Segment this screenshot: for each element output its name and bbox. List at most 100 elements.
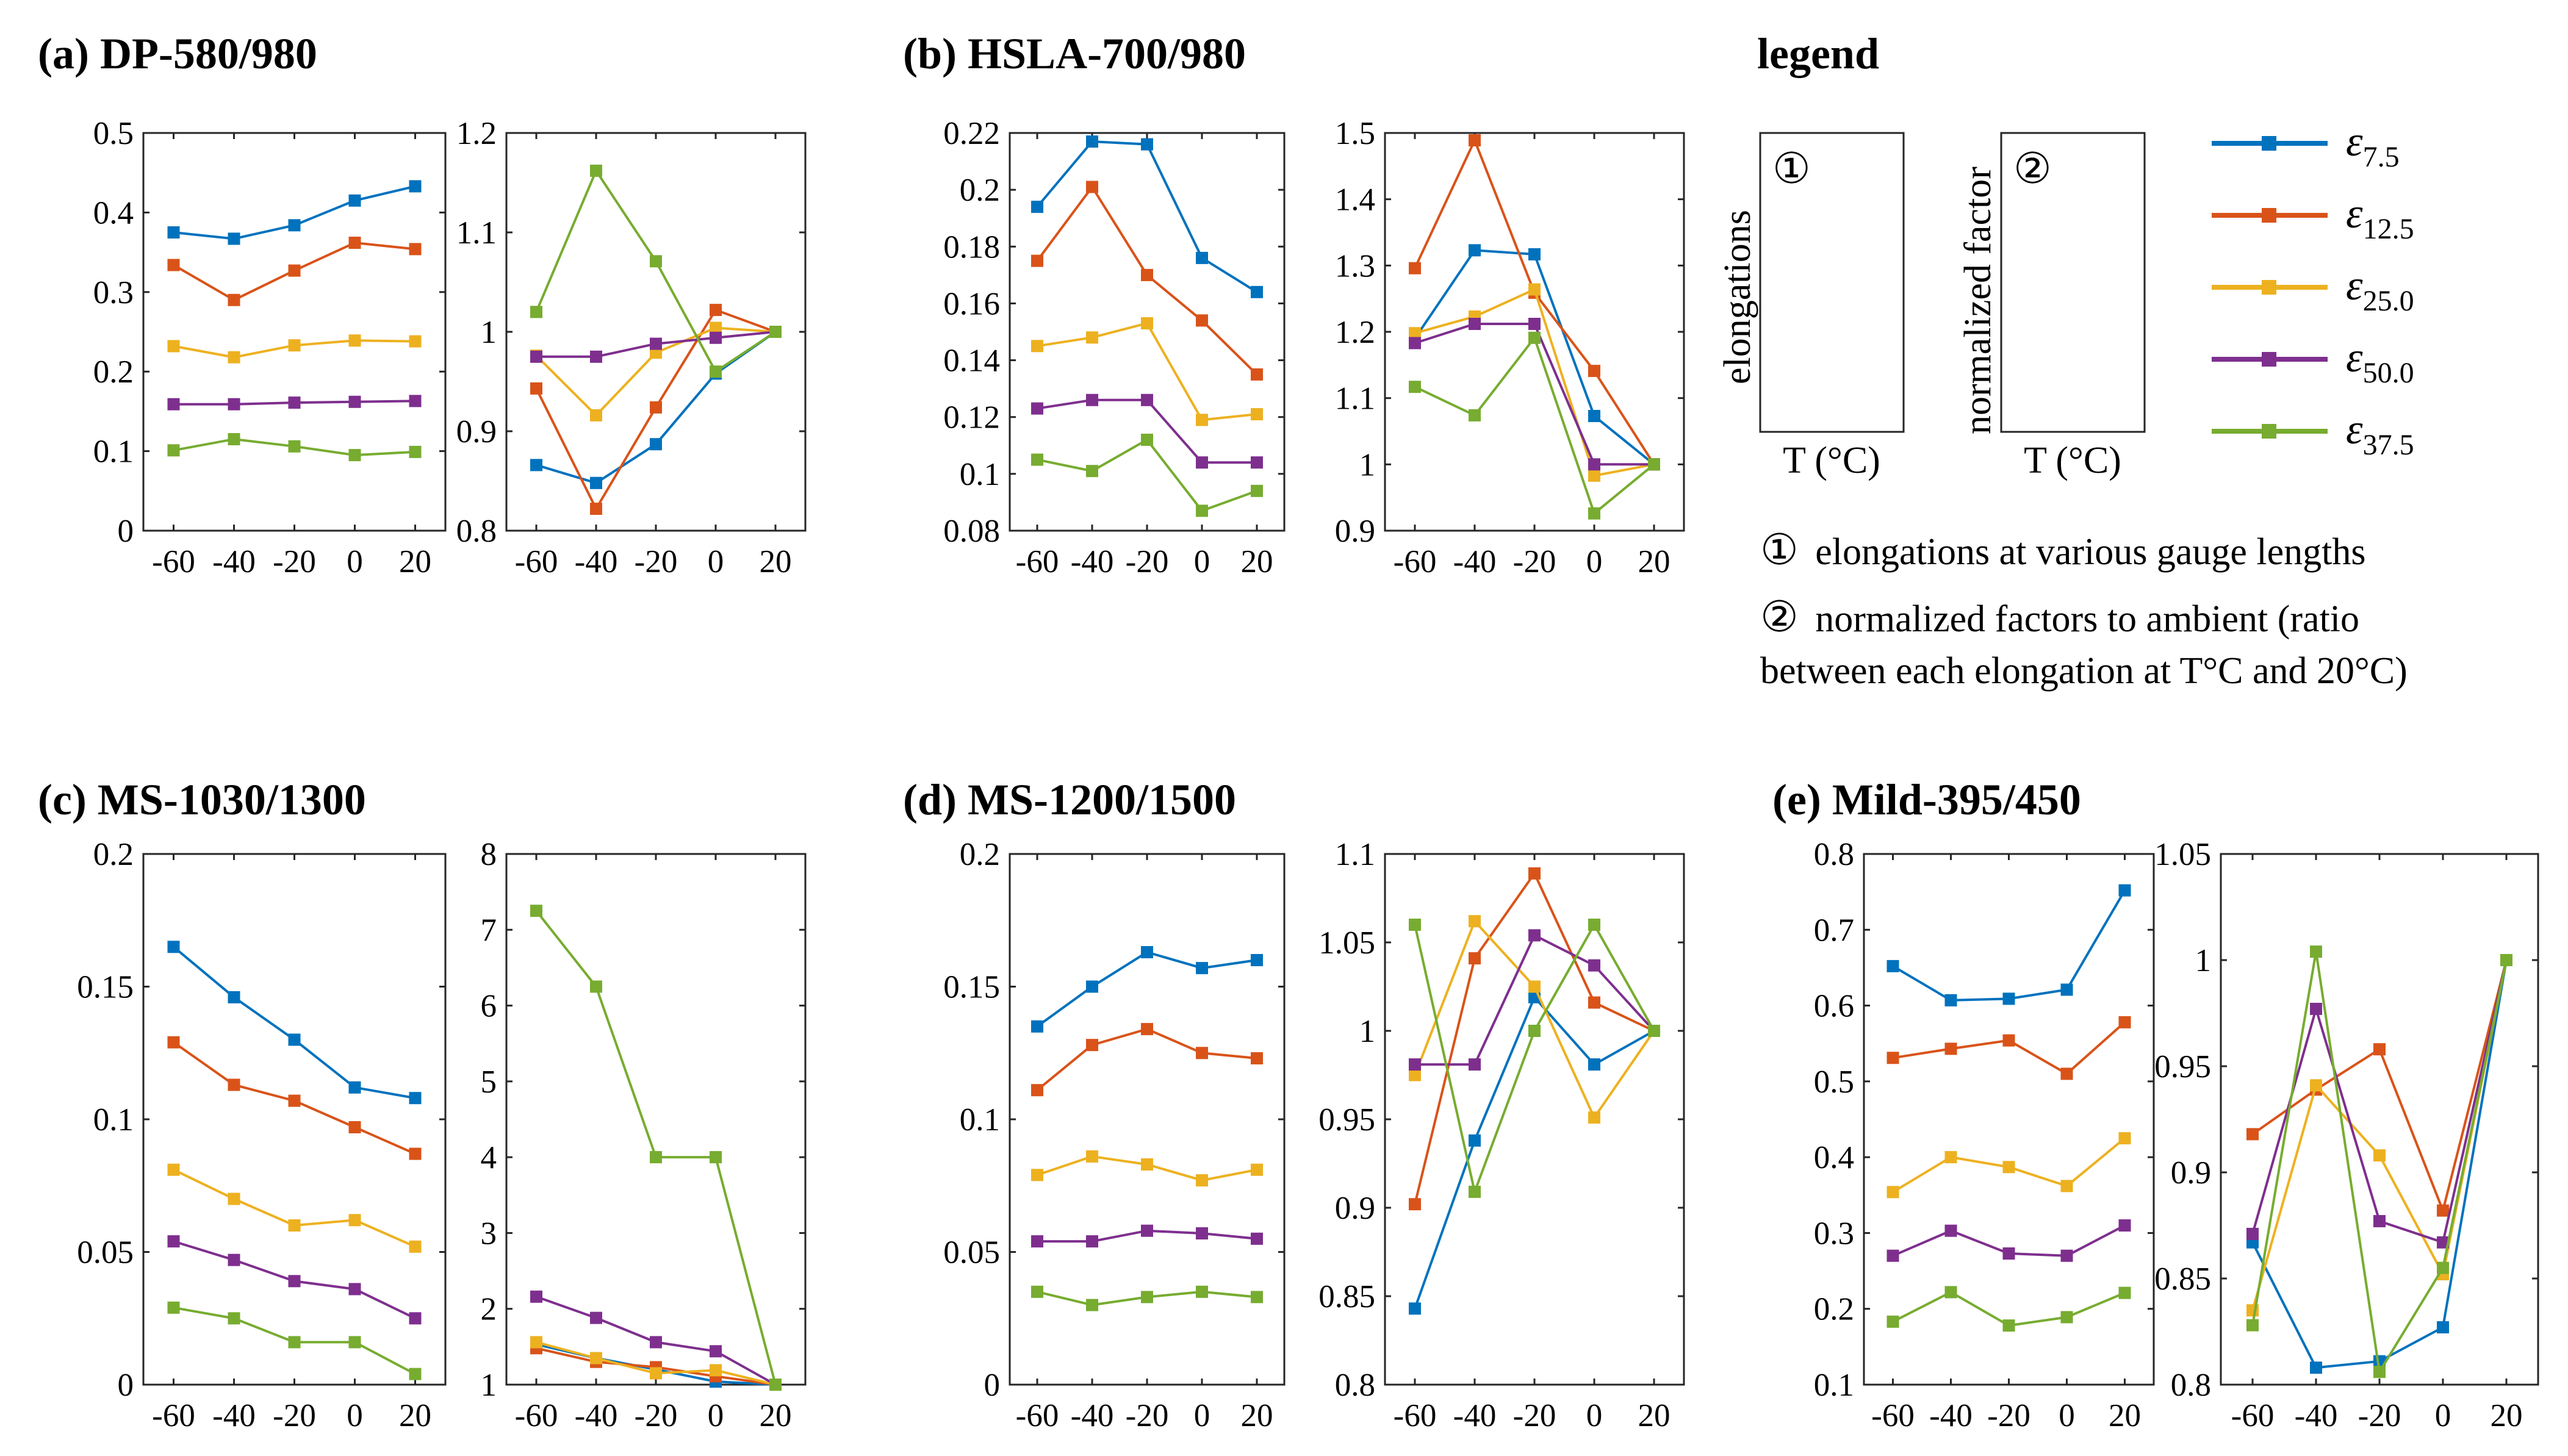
y-tick-label: 0.5 — [1814, 1064, 1854, 1100]
data-point — [1588, 410, 1600, 422]
data-point — [1469, 318, 1481, 330]
x-tick-label: 0 — [2059, 1398, 2075, 1433]
y-tick-label: 0.08 — [943, 514, 1000, 549]
data-point — [2118, 884, 2131, 897]
data-point — [288, 1219, 301, 1232]
data-point — [409, 335, 422, 348]
data-point — [1469, 952, 1481, 965]
series-line-ε12.5 — [1893, 1021, 2126, 1075]
legend-swatch-marker — [2262, 136, 2276, 151]
subplot-c-elongation: 0 0.05 0.1 0.15 0.2 -60 -40 -20 0 20 — [77, 837, 447, 1433]
data-point — [1944, 1286, 1957, 1299]
data-point — [2500, 954, 2512, 966]
y-tick-label: 4 — [481, 1140, 497, 1175]
data-point — [1944, 1151, 1957, 1164]
legend-box2-number: ② — [2013, 146, 2052, 193]
subplot-e-normalized: 0.8 0.85 0.9 0.95 1 1.05 -60 -40 -20 0 20 — [2154, 837, 2539, 1433]
y-tick-label: 0.05 — [77, 1235, 134, 1271]
data-point — [1469, 244, 1481, 257]
y-tick-label: 1.4 — [1335, 182, 1375, 218]
data-point — [167, 1301, 180, 1314]
x-tick-label: -20 — [2358, 1398, 2401, 1433]
data-point — [228, 991, 240, 1003]
x-tick-label: -60 — [2231, 1398, 2275, 1433]
data-point — [710, 304, 722, 317]
data-point — [1409, 381, 1421, 393]
data-point — [2246, 1227, 2259, 1240]
data-point — [530, 1290, 542, 1303]
y-tick-label: 0.1 — [1814, 1368, 1854, 1403]
x-tick-label: 0 — [1194, 1398, 1210, 1433]
data-point — [2002, 1319, 2015, 1332]
data-point — [1251, 285, 1263, 298]
data-point — [1031, 1285, 1043, 1298]
subplot-e-elongation: 0.1 0.2 0.3 0.4 0.5 0.6 0.7 0.8 -60 -40 -20 0 20 — [1814, 837, 2155, 1433]
y-tick-label: 0.8 — [1335, 1368, 1375, 1403]
y-tick-label: 1.5 — [1335, 116, 1375, 151]
y-tick-label: 0.8 — [456, 514, 497, 549]
axes-box — [1863, 853, 2155, 1386]
data-point — [1086, 1039, 1098, 1052]
data-point — [1031, 402, 1043, 415]
series-line-ε12.5 — [1414, 870, 1655, 1205]
data-point — [1141, 434, 1153, 446]
data-point — [409, 445, 422, 458]
y-tick-label: 8 — [481, 837, 497, 872]
y-tick-label: 0.16 — [943, 286, 1000, 321]
data-point — [1196, 962, 1208, 975]
y-tick-label: 0.6 — [1814, 989, 1854, 1024]
y-tick-label: 0.22 — [943, 116, 1000, 151]
data-point — [650, 255, 662, 268]
legend: legend ① elongations T (°C) ② normalized… — [1717, 29, 2414, 692]
legend-swatch-marker — [2262, 352, 2276, 367]
data-point — [228, 351, 240, 364]
data-point — [409, 1312, 422, 1325]
legend-entry-label: ε7.5 — [2346, 118, 2400, 173]
y-tick-label: 0.18 — [943, 229, 1000, 265]
data-point — [1086, 980, 1098, 993]
legend-entry: ε37.5 — [2212, 406, 2414, 461]
data-point — [1086, 1299, 1098, 1311]
x-tick-label: -40 — [2295, 1398, 2338, 1433]
data-point — [228, 1312, 240, 1325]
axes-box — [505, 853, 807, 1386]
y-tick-label: 1.1 — [456, 215, 497, 251]
data-point — [2437, 1261, 2449, 1274]
data-point — [2310, 1079, 2322, 1092]
legend-entry-label: ε12.5 — [2346, 190, 2414, 245]
data-point — [1886, 1052, 1899, 1064]
series-line-ε50.0 — [1037, 398, 1257, 464]
x-tick-label: -20 — [1513, 544, 1556, 579]
data-point — [1141, 1023, 1153, 1036]
y-tick-label: 0 — [118, 1368, 134, 1403]
data-point — [1409, 1302, 1421, 1315]
data-point — [1588, 365, 1600, 378]
x-tick-label: 20 — [2109, 1398, 2141, 1433]
y-tick-label: 0.3 — [93, 275, 134, 310]
data-point — [1588, 959, 1600, 972]
subplot-d-elongation: 0 0.05 0.1 0.15 0.2 -60 -40 -20 0 20 — [943, 837, 1286, 1433]
x-tick-label: 20 — [399, 544, 431, 579]
legend-entry: ε7.5 — [2212, 118, 2400, 173]
data-point — [1251, 484, 1263, 497]
data-point — [1086, 1235, 1098, 1248]
data-point — [1409, 1058, 1421, 1071]
x-tick-label: 0 — [1586, 1398, 1603, 1433]
data-point — [409, 1092, 422, 1105]
data-point — [1196, 251, 1208, 264]
data-point — [2437, 1236, 2449, 1249]
data-point — [590, 503, 602, 515]
x-tick-label: -40 — [575, 544, 618, 579]
series-line-ε25.0 — [173, 1168, 416, 1248]
data-point — [1886, 959, 1899, 972]
data-point — [167, 1163, 180, 1176]
y-tick-label: 0.12 — [943, 400, 1000, 436]
series-line-ε50.0 — [1414, 323, 1654, 466]
series-line-ε37.5 — [2251, 951, 2508, 1375]
legend-note2-line1: normalized factors to ambient (ratio — [1815, 598, 2359, 640]
data-point — [1141, 268, 1153, 281]
x-tick-label: -60 — [1016, 1398, 1059, 1433]
data-point — [650, 337, 662, 350]
y-tick-label: 0.1 — [960, 1102, 1000, 1138]
